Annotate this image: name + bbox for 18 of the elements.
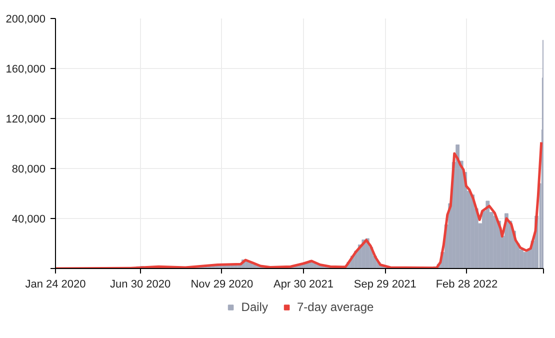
y-tick-label: 120,000: [6, 114, 46, 126]
bar: [486, 200, 490, 268]
y-tick-label: 40,000: [12, 214, 46, 226]
y-tick-label: 200,000: [6, 14, 46, 26]
legend-label: 7-day average: [296, 300, 374, 314]
x-tick-label: Nov 29 2020: [190, 278, 254, 290]
bar: [523, 252, 528, 268]
x-tick-label: Feb 28 2022: [436, 278, 498, 290]
x-tick-label: Sep 29 2021: [354, 278, 416, 290]
x-tick-label: Jan 24 2020: [25, 278, 86, 290]
y-tick-label: 80,000: [12, 164, 46, 176]
bar: [470, 194, 475, 268]
bar: [493, 216, 498, 268]
y-tick-label: 160,000: [6, 64, 46, 76]
bar: [456, 144, 460, 268]
legend-label: Daily: [241, 300, 268, 314]
x-tick-label: Apr 30 2021: [274, 278, 334, 290]
x-tick-label: Jun 30 2020: [110, 278, 171, 290]
